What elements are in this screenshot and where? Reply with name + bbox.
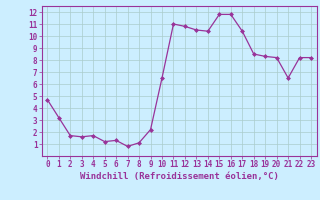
X-axis label: Windchill (Refroidissement éolien,°C): Windchill (Refroidissement éolien,°C) [80, 172, 279, 181]
